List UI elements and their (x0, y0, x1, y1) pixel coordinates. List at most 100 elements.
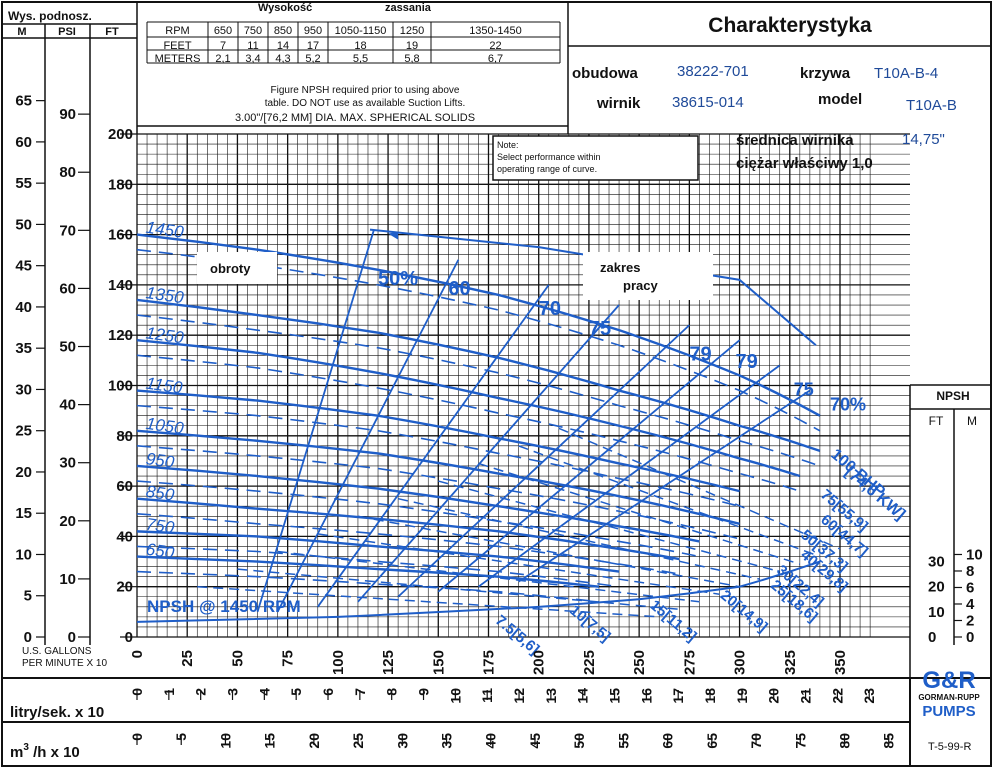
m3h-suffix: /h x 10 (29, 744, 80, 761)
annotation-7: 79 (689, 343, 711, 365)
m3h-tick-label: 65 (704, 733, 720, 749)
npsh-m-label: 0 (966, 629, 974, 646)
bhp-line (317, 533, 720, 595)
gpm-tick-label: 250 (631, 650, 648, 675)
srednica-label: średnica wirnika (736, 132, 854, 149)
series-line-850 (136, 497, 680, 561)
efficiency-line (518, 389, 811, 583)
annotation-9: 75 (794, 380, 814, 400)
psi-tick-label: 60 (59, 280, 76, 297)
litres-tick-label: 8 (384, 688, 400, 696)
rpm-label-1250: 1250 (145, 323, 186, 347)
m-tick-label: 25 (15, 423, 32, 440)
note-box (492, 135, 699, 181)
npsh-ft-label: 0 (928, 629, 936, 646)
gpm-label-2: PER MINUTE X 10 (22, 658, 107, 669)
table-cell-0-5: 1050-1150 (335, 25, 387, 37)
series-line-1050 (136, 429, 740, 525)
rpm-label-750: 750 (145, 515, 176, 538)
gpm-tick-label: 325 (782, 650, 799, 675)
m3h-tick-label: 0 (129, 733, 145, 741)
litres-tick-label: 3 (225, 688, 241, 696)
table-cell-0-3: 850 (274, 25, 292, 37)
m-tick-label: 65 (15, 93, 32, 110)
litres-tick-label: 16 (638, 688, 654, 704)
table-cell-0-7: 1350-1450 (469, 25, 522, 37)
psi-tick-label: 80 (59, 164, 76, 181)
bhp-line (357, 515, 740, 588)
gpm-tick-label: 275 (681, 650, 698, 675)
litres-tick-label: 12 (511, 688, 527, 704)
m3h-tick-label: 50 (571, 733, 587, 749)
m-tick-label: 45 (15, 258, 32, 275)
series-dashed-750 (136, 545, 620, 588)
m3h-tick-label: 60 (660, 733, 676, 749)
table-cell-2-6: 5,8 (404, 53, 419, 65)
m-tick-label: 30 (15, 381, 32, 398)
annotation-6: 75 (589, 318, 611, 340)
ft-tick-label: 0 (125, 629, 133, 646)
m-tick-label: 60 (15, 134, 32, 151)
gpm-tick-label: 350 (832, 650, 849, 675)
m3h-tick-label: 35 (439, 733, 455, 749)
suction-title-right: zassania (385, 2, 432, 14)
table-cell-1-1: 7 (220, 40, 226, 52)
series-dashed-1250 (136, 354, 801, 492)
m-tick-label: 35 (15, 340, 32, 357)
litres-tick-label: 15 (607, 688, 623, 704)
efficiency-line (477, 364, 781, 588)
table-cell-2-1: 2,1 (215, 53, 230, 65)
ft-tick-label: 200 (108, 126, 133, 143)
psi-tick-label: 70 (59, 222, 76, 239)
bhp-line (478, 462, 801, 565)
litres-tick-label: 20 (766, 688, 782, 704)
annotation-21: 10[7,5] (566, 602, 613, 646)
series-line-650 (136, 555, 600, 588)
ref-code: T-5-99-R (928, 741, 971, 753)
series-line-750 (136, 530, 620, 573)
m-tick-label: 40 (15, 299, 32, 316)
obudowa-value: 38222-701 (677, 63, 749, 80)
chart-title: Charakterystyka (708, 14, 872, 37)
m3h-tick-label: 20 (306, 733, 322, 749)
gpm-tick-label: 150 (430, 650, 447, 675)
psi-tick-label: 40 (59, 397, 76, 414)
npsh-m-label: 8 (966, 563, 974, 580)
logo-line1: GORMAN-RUPP (918, 693, 980, 702)
rpm-label-850: 850 (145, 482, 176, 505)
arrow-head (388, 231, 399, 240)
left-header-title: Wys. podnosz. (8, 9, 92, 23)
m3h-tick-label: 30 (394, 733, 410, 749)
rpm-label-650: 650 (145, 540, 176, 563)
srednica-value: 14,75" (902, 131, 945, 148)
unit-psi: PSI (58, 26, 76, 38)
annotation-5: 70 (539, 298, 561, 320)
m-tick-label: 55 (15, 175, 32, 192)
logo-line2: PUMPS (922, 703, 975, 720)
annotation-3: 50% (378, 268, 418, 290)
litres-tick-label: 10 (447, 688, 463, 704)
table-note-3: 3.00"/[76,2 MM] DIA. MAX. SPHERICAL SOLI… (235, 112, 475, 124)
m3h-tick-label: 40 (483, 733, 499, 749)
bhp-line (558, 427, 841, 550)
litres-tick-label: 22 (829, 688, 845, 704)
ft-tick-label: 60 (116, 478, 133, 495)
efficiency-line (397, 324, 690, 598)
npsh-ft-label: 20 (928, 579, 945, 596)
efficiency-line (437, 339, 741, 593)
table-cell-1-3: 14 (277, 40, 289, 52)
table-cell-2-7: 6,7 (488, 53, 503, 65)
m-tick-label: 0 (24, 629, 32, 646)
m3h-tick-label: 55 (615, 733, 631, 749)
wirnik-value: 38615-014 (672, 94, 744, 111)
litres-tick-label: 21 (798, 688, 814, 704)
npsh-m-label: 10 (966, 546, 983, 563)
m3h-tick-label: 25 (350, 733, 366, 749)
bhp-line (438, 480, 780, 573)
litres-tick-label: 0 (129, 688, 145, 696)
npsh-header: NPSH (936, 389, 969, 403)
bhp-line (518, 445, 821, 558)
table-note-2: table. DO NOT use as available Suction L… (265, 98, 465, 109)
note-line-3: operating range of curve. (497, 164, 597, 174)
npsh-m-label: 6 (966, 579, 974, 596)
